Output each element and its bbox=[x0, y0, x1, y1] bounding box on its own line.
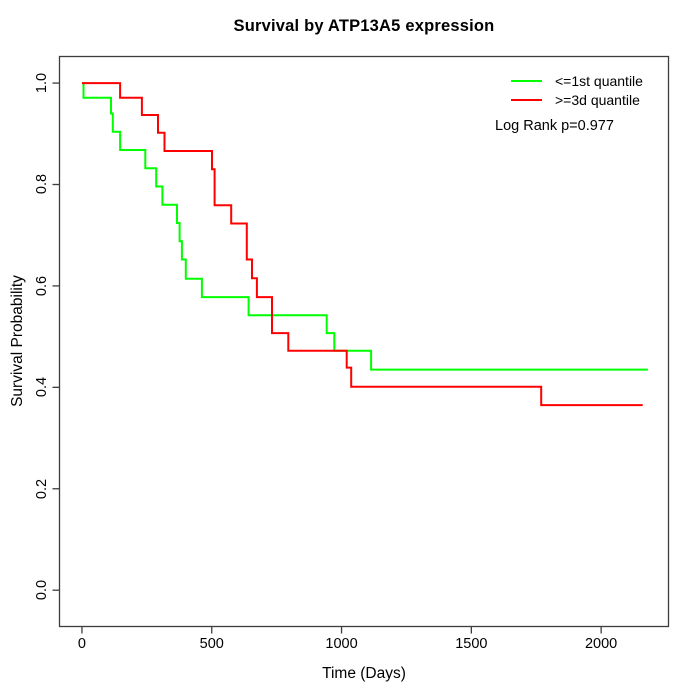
km-curve-green-first-quantile bbox=[82, 82, 648, 371]
legend: <=1st quantile >=3d quantile Log Rank p=… bbox=[495, 71, 643, 135]
y-axis-title: Survival Probability bbox=[9, 275, 26, 407]
y-tick-label: 0.6 bbox=[34, 275, 50, 296]
km-curve-red-third-quantile bbox=[82, 82, 643, 407]
y-tick-label: 0.4 bbox=[34, 377, 50, 398]
x-tick-label: 1000 bbox=[325, 636, 358, 652]
legend-label-first-quantile: <=1st quantile bbox=[555, 72, 643, 89]
y-tick-label: 0.2 bbox=[34, 478, 50, 499]
y-tick-label: 0.8 bbox=[34, 174, 50, 195]
legend-line-red-icon bbox=[511, 98, 542, 101]
x-tick-label: 1500 bbox=[455, 636, 488, 652]
chart-title: Survival by ATP13A5 expression bbox=[233, 17, 495, 35]
x-tick-label: 2000 bbox=[584, 636, 618, 652]
y-tick-label: 1.0 bbox=[34, 72, 50, 94]
legend-label-third-quantile: >=3d quantile bbox=[555, 91, 640, 108]
legend-item-first-quantile: <=1st quantile bbox=[511, 71, 643, 90]
y-tick-label: 0.0 bbox=[34, 580, 50, 601]
logrank-annotation: Log Rank p=0.977 bbox=[495, 118, 614, 134]
x-axis-title: Time (Days) bbox=[322, 665, 406, 682]
legend-line-green-icon bbox=[511, 79, 542, 82]
legend-item-third-quantile: >=3d quantile bbox=[511, 90, 643, 109]
x-tick-label: 500 bbox=[199, 636, 224, 652]
plot-border bbox=[58, 55, 670, 628]
x-tick-label: 0 bbox=[77, 636, 86, 652]
